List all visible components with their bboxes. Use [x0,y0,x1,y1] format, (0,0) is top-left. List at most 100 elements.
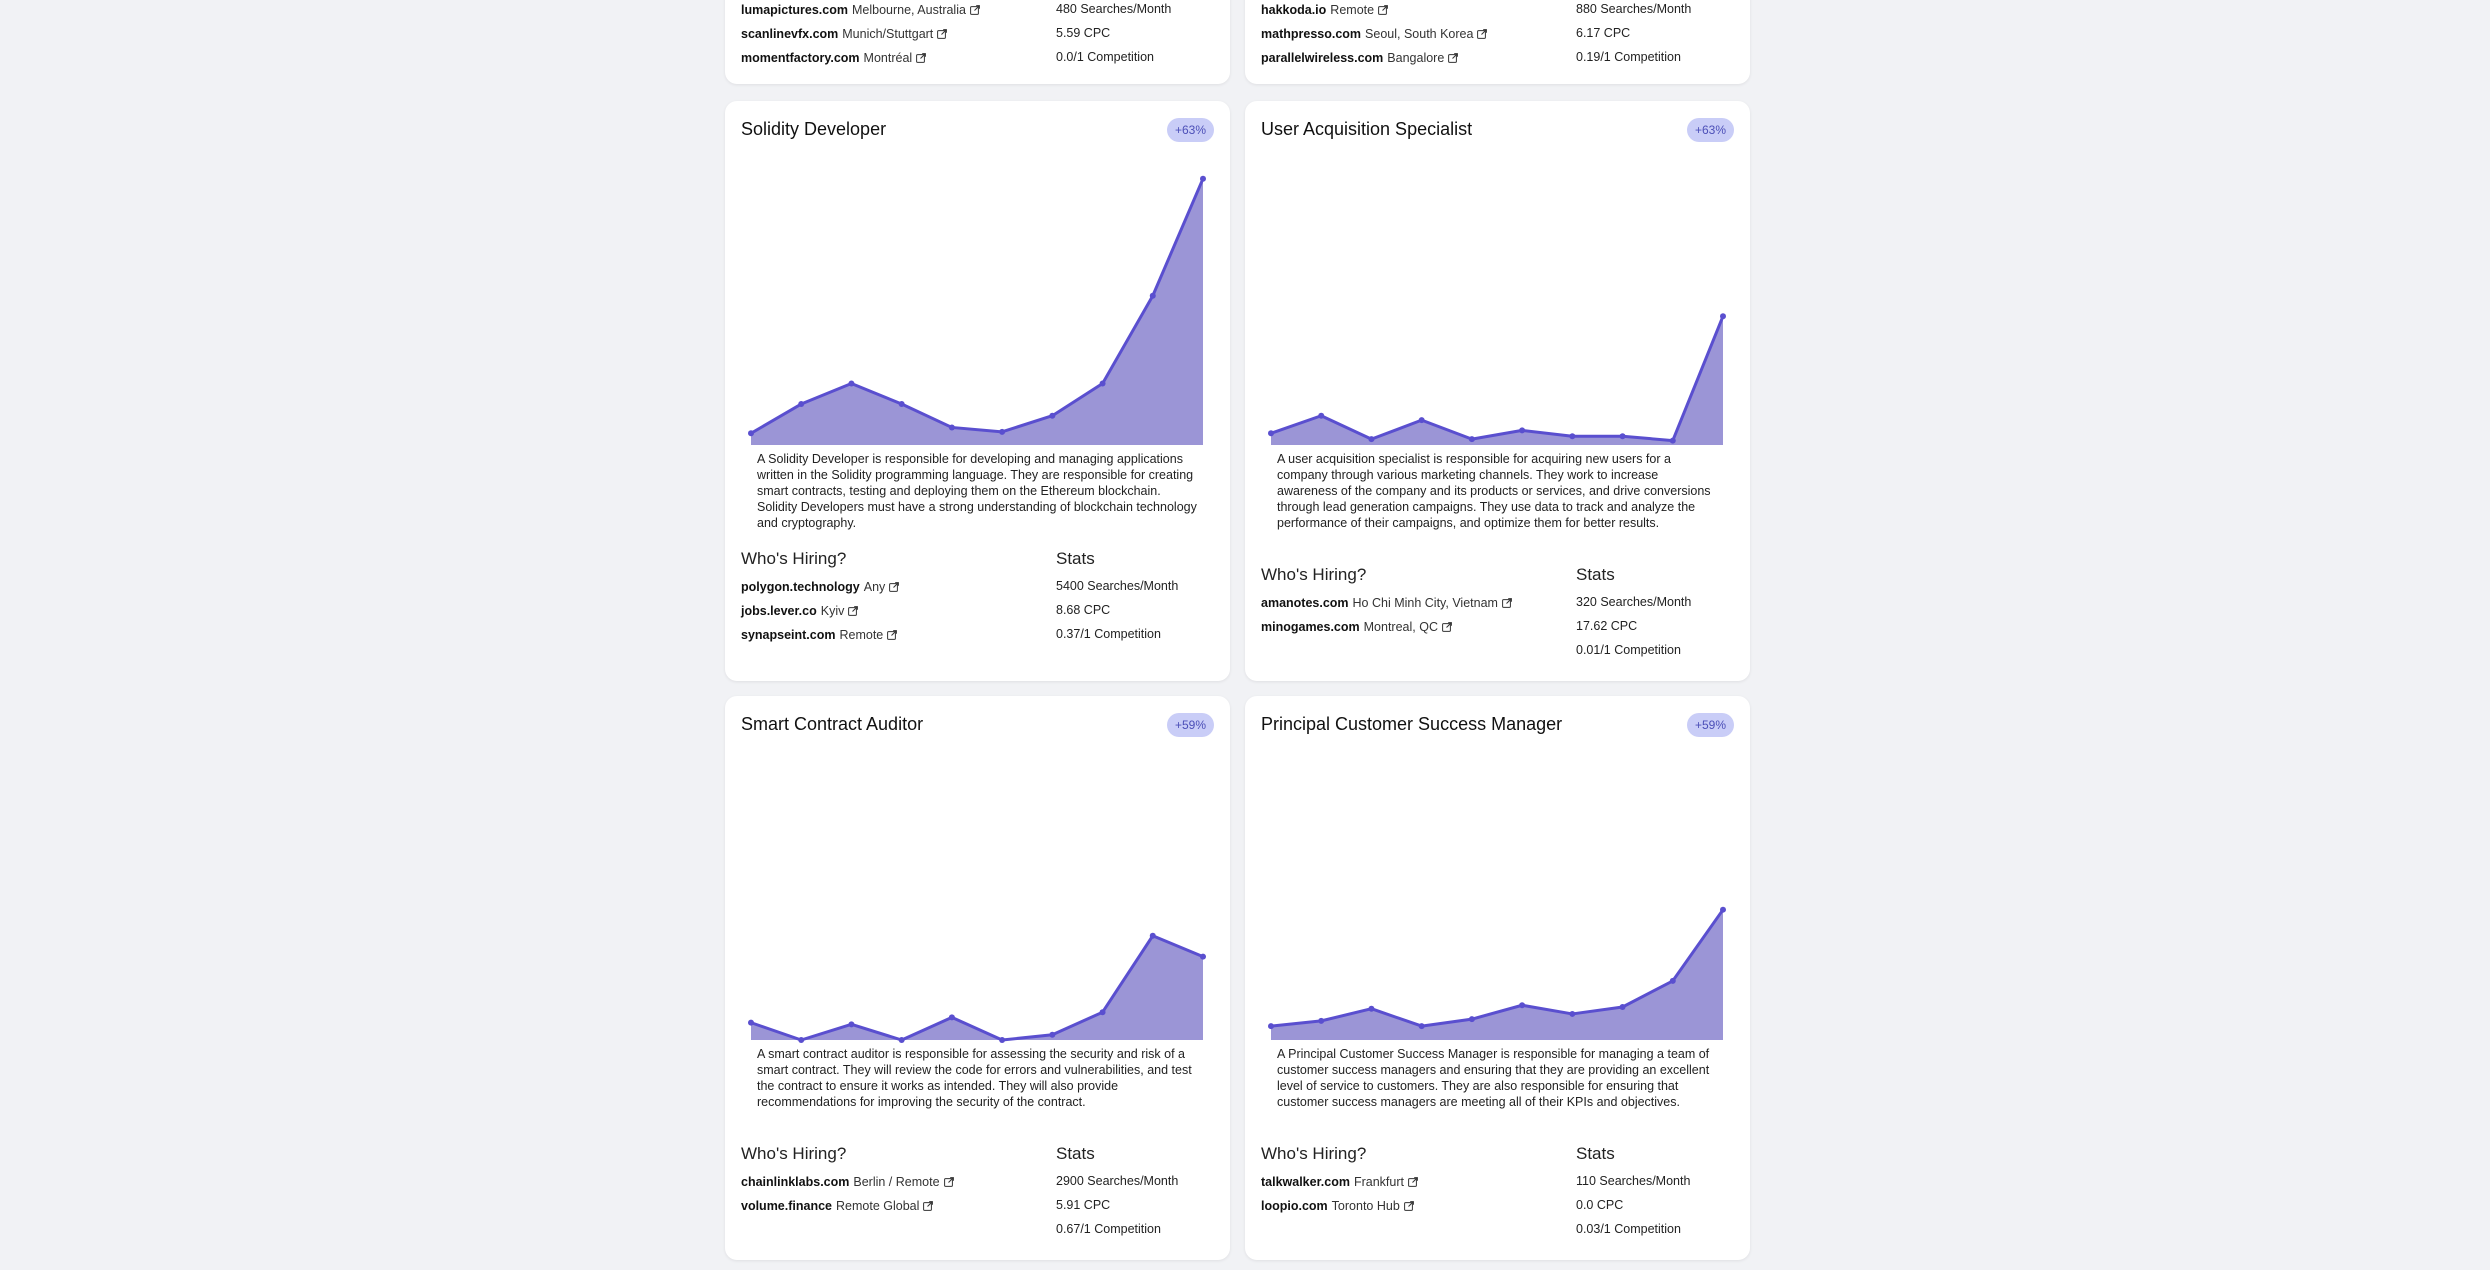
stat-searches: 480 Searches/Month [1056,2,1172,16]
data-point [1720,906,1726,913]
data-point [1619,1003,1626,1010]
series-area [1271,909,1723,1040]
company-location: Remote [839,628,884,642]
company-name[interactable]: talkwalker.com [1261,1175,1350,1189]
hiring-item[interactable]: polygon.technology Any [741,575,900,599]
data-point [1200,175,1206,182]
stats-list: 320 Searches/Month 17.62 CPC 0.01/1 Comp… [1576,590,1691,662]
job-description: A Solidity Developer is responsible for … [757,452,1197,530]
company-name[interactable]: amanotes.com [1261,596,1349,610]
external-link-icon[interactable] [916,53,927,63]
external-link-icon[interactable] [943,1177,954,1187]
area-chart-svg [748,932,1206,1043]
data-point [999,1037,1006,1043]
hiring-item[interactable]: synapseint.com Remote [741,623,899,647]
series-line [750,178,1205,435]
job-card-user-acquisition-specialist: User Acquisition Specialist +63% A user … [1245,101,1750,681]
external-link-icon[interactable] [1502,598,1512,608]
hiring-item[interactable]: loopio.com Toronto Hub [1261,1194,1418,1218]
data-point [1149,932,1156,939]
hiring-item[interactable]: mathpresso.com Seoul, South Korea [1261,22,1488,46]
external-link-icon[interactable] [937,29,948,39]
hiring-item[interactable]: jobs.lever.co Kyiv [741,599,899,623]
hiring-item[interactable]: volume.finance Remote Global [741,1194,954,1218]
external-link-icon[interactable] [889,582,900,592]
stat-cpc: 5.91 CPC [1056,1198,1111,1212]
stat-competition: 0.03/1 Competition [1576,1222,1681,1236]
hiring-heading: Who's Hiring? [741,549,847,568]
external-link-icon[interactable] [1448,53,1459,63]
stat-cpc: 6.17 CPC [1576,26,1631,40]
hiring-item[interactable]: amanotes.com Ho Chi Minh City, Vietnam [1261,591,1512,615]
growth-badge: +59% [1166,713,1214,737]
company-name[interactable]: hakkoda.io [1261,3,1327,17]
company-name[interactable]: parallelwireless.com [1261,51,1384,65]
hiring-item[interactable]: momentfactory.com Montréal [741,46,980,70]
hiring-item[interactable]: talkwalker.com Frankfurt [1261,1170,1418,1194]
hiring-item[interactable]: scanlinevfx.com Munich/Stuttgart [741,22,980,46]
job-title: User Acquisition Specialist [1261,119,1473,139]
company-location: Montreal, QC [1363,620,1438,634]
job-card-principal-customer-success-manager: Principal Customer Success Manager +59% … [1245,696,1750,1260]
company-name[interactable]: loopio.com [1261,1199,1328,1213]
external-link-icon[interactable] [1403,1201,1414,1211]
data-point [1619,433,1626,440]
stat-cpc: 5.59 CPC [1056,26,1111,40]
stats-list: 880 Searches/Month 6.17 CPC 0.19/1 Compe… [1576,0,1691,69]
company-name[interactable]: scanlinevfx.com [741,27,839,41]
external-link-icon[interactable] [1442,622,1452,632]
hiring-item[interactable]: parallelwireless.com Bangalore [1261,46,1487,70]
external-link-icon[interactable] [970,5,980,15]
area-chart-svg [1268,906,1726,1040]
stat-cpc: 0.0 CPC [1576,1198,1624,1212]
job-card-solidity-developer: Solidity Developer +63% A Solidity Devel… [725,101,1230,681]
company-location: Seoul, South Korea [1365,27,1474,41]
trend-chart [741,161,1213,451]
series-line [1270,908,1725,1028]
stat-searches: 320 Searches/Month [1576,595,1692,609]
data-point [999,428,1006,435]
external-link-icon[interactable] [1408,1177,1418,1187]
hiring-item[interactable]: minogames.com Montreal, QC [1261,615,1512,639]
data-point [1049,412,1056,419]
stat-competition: 0.37/1 Competition [1056,627,1161,641]
data-point [1318,412,1325,419]
hiring-item[interactable]: chainlinklabs.com Berlin / Remote [741,1170,954,1194]
company-name[interactable]: jobs.lever.co [741,604,817,618]
stats-heading: Stats [1576,565,1615,584]
stats-list: 110 Searches/Month 0.0 CPC 0.03/1 Compet… [1576,1169,1690,1241]
job-description: A user acquisition specialist is respons… [1277,452,1711,530]
area-chart-svg [748,175,1206,445]
external-link-icon[interactable] [923,1201,934,1211]
data-point [1099,380,1106,387]
data-point [1318,1017,1325,1024]
company-location: Remote [1330,3,1375,17]
hiring-list: chainlinklabs.com Berlin / Remote volume.… [741,1170,954,1218]
external-link-icon[interactable] [1378,5,1388,15]
company-name[interactable]: mathpresso.com [1261,27,1362,41]
data-point [748,430,754,437]
hiring-item[interactable]: lumapictures.com Melbourne, Australia [741,0,980,22]
company-name[interactable]: synapseint.com [741,628,836,642]
data-point [798,1037,805,1043]
company-name[interactable]: chainlinklabs.com [741,1175,850,1189]
stats-list: 5400 Searches/Month 8.68 CPC 0.37/1 Comp… [1056,574,1178,646]
hiring-item[interactable]: hakkoda.io Remote [1261,0,1487,22]
company-name[interactable]: minogames.com [1261,620,1360,634]
data-point [898,401,905,408]
area-chart-svg [1268,313,1726,445]
external-link-icon[interactable] [887,630,898,640]
external-link-icon[interactable] [848,606,859,616]
data-point [1569,1010,1576,1017]
series-line [1270,315,1725,443]
company-name[interactable]: lumapictures.com [741,3,848,17]
external-link-icon[interactable] [1477,29,1488,39]
series-area [751,178,1203,445]
company-location: Any [863,580,886,594]
stat-cpc: 8.68 CPC [1056,603,1111,617]
company-name[interactable]: volume.finance [741,1199,832,1213]
company-name[interactable]: polygon.technology [741,580,860,594]
job-title: Smart Contract Auditor [741,714,924,734]
company-name[interactable]: momentfactory.com [741,51,860,65]
hiring-list: hakkoda.io Remote mathpresso.com Seoul, So… [1261,0,1488,70]
